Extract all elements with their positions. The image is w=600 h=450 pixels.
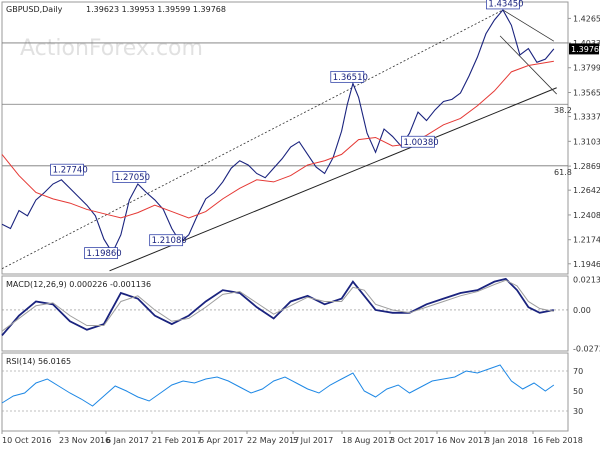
price-y-tick-label: 1.28695 [573,162,600,171]
price-annotation-label: 1.19860 [87,249,122,259]
price-y-tick-label: 1.33375 [573,113,600,122]
price-annotation-label: 1.43450 [488,0,523,9]
fib-level-label: 61.8 [554,168,572,177]
price-annotation-box [84,247,118,260]
price-y-tick-label: 1.37990 [573,64,600,73]
price-annotation-label: 1.27740 [53,166,88,176]
price-panel-frame [1,1,569,275]
macd-y-tick-label: -0.027353 [573,345,600,354]
macd-panel-frame [1,275,569,352]
price-layer: 1.426501.403301.379901.356501.333751.310… [1,0,600,272]
moving-average-line [1,60,554,219]
price-annotation-box [486,0,520,10]
price-y-tick-label: 1.21740 [573,236,600,245]
price-y-tick-label: 1.42650 [573,14,600,23]
price-annotation-box [401,135,435,148]
rsi-y-tick-label: 30 [573,407,583,416]
channel-upper-line [1,9,504,270]
rsi-layer: 70 50 30 [1,364,583,416]
x-tick-label: 16 Nov 2017 [437,436,488,445]
x-tick-label: 5 Jul 2017 [293,436,333,445]
price-series-line [1,8,555,254]
x-tick-label: 3 Oct 2017 [390,436,434,445]
macd-y-tick-label: 0.021384 [573,276,600,285]
price-y-tick-label: 1.26420 [573,186,600,195]
price-y-tick-label: 1.19465 [573,260,600,269]
macd-layer: 0.021384 0.00 -0.027353 [1,276,600,354]
macd-panel-title: MACD(12,26,9) 0.000226 -0.001136 [6,280,151,289]
x-tick-label: 6 Apr 2017 [199,436,243,445]
x-tick-label: 23 Nov 2016 [59,436,110,445]
fib-level-label: 38.2 [554,106,572,115]
falling-wedge-bottom [499,35,557,95]
price-y-tick-label: 1.31035 [573,137,600,146]
price-y-tick-label: 1.35650 [573,88,600,97]
falling-wedge-top [502,9,555,42]
current-price-tag [569,43,599,55]
x-tick-label: 16 Feb 2018 [533,436,583,445]
price-annotation-label: 1.36510 [333,73,368,83]
x-tick-label: 10 Oct 2016 [2,436,51,445]
x-tick-label: 6 Jan 2017 [106,436,149,445]
rsi-line [1,364,555,407]
channel-lower-line [109,87,557,272]
ohlc-readout: 1.39623 1.39953 1.39599 1.39768 [86,5,226,14]
macd-signal-line [1,279,554,332]
price-annotation-box [50,163,84,176]
x-tick-label: 18 Aug 2017 [342,436,393,445]
x-tick-label: 21 Feb 2017 [152,436,202,445]
price-y-tick-label: 1.24080 [573,211,600,220]
price-annotation-box [149,234,184,247]
rsi-panel-title: RSI(14) 56.0165 [6,357,71,366]
rsi-y-tick-label: 70 [573,367,583,376]
current-price-label: 1.39768 [571,45,600,54]
price-panel-title: GBPUSD,Daily [6,5,63,14]
price-annotation-label: 1.27050 [115,173,150,183]
macd-y-tick-label: 0.00 [573,306,591,315]
rsi-y-tick-label: 50 [573,387,583,396]
watermark: ActionForex.com [20,36,203,61]
price-annotation-label: 1.00380 [404,138,439,148]
x-tick-label: 3 Jan 2018 [485,436,528,445]
price-annotation-label: 1.21080 [152,236,187,246]
price-annotation-box [330,70,365,83]
x-tick-label: 22 May 2017 [247,436,299,445]
rsi-panel-frame [1,352,569,432]
price-annotation-box [112,171,147,183]
